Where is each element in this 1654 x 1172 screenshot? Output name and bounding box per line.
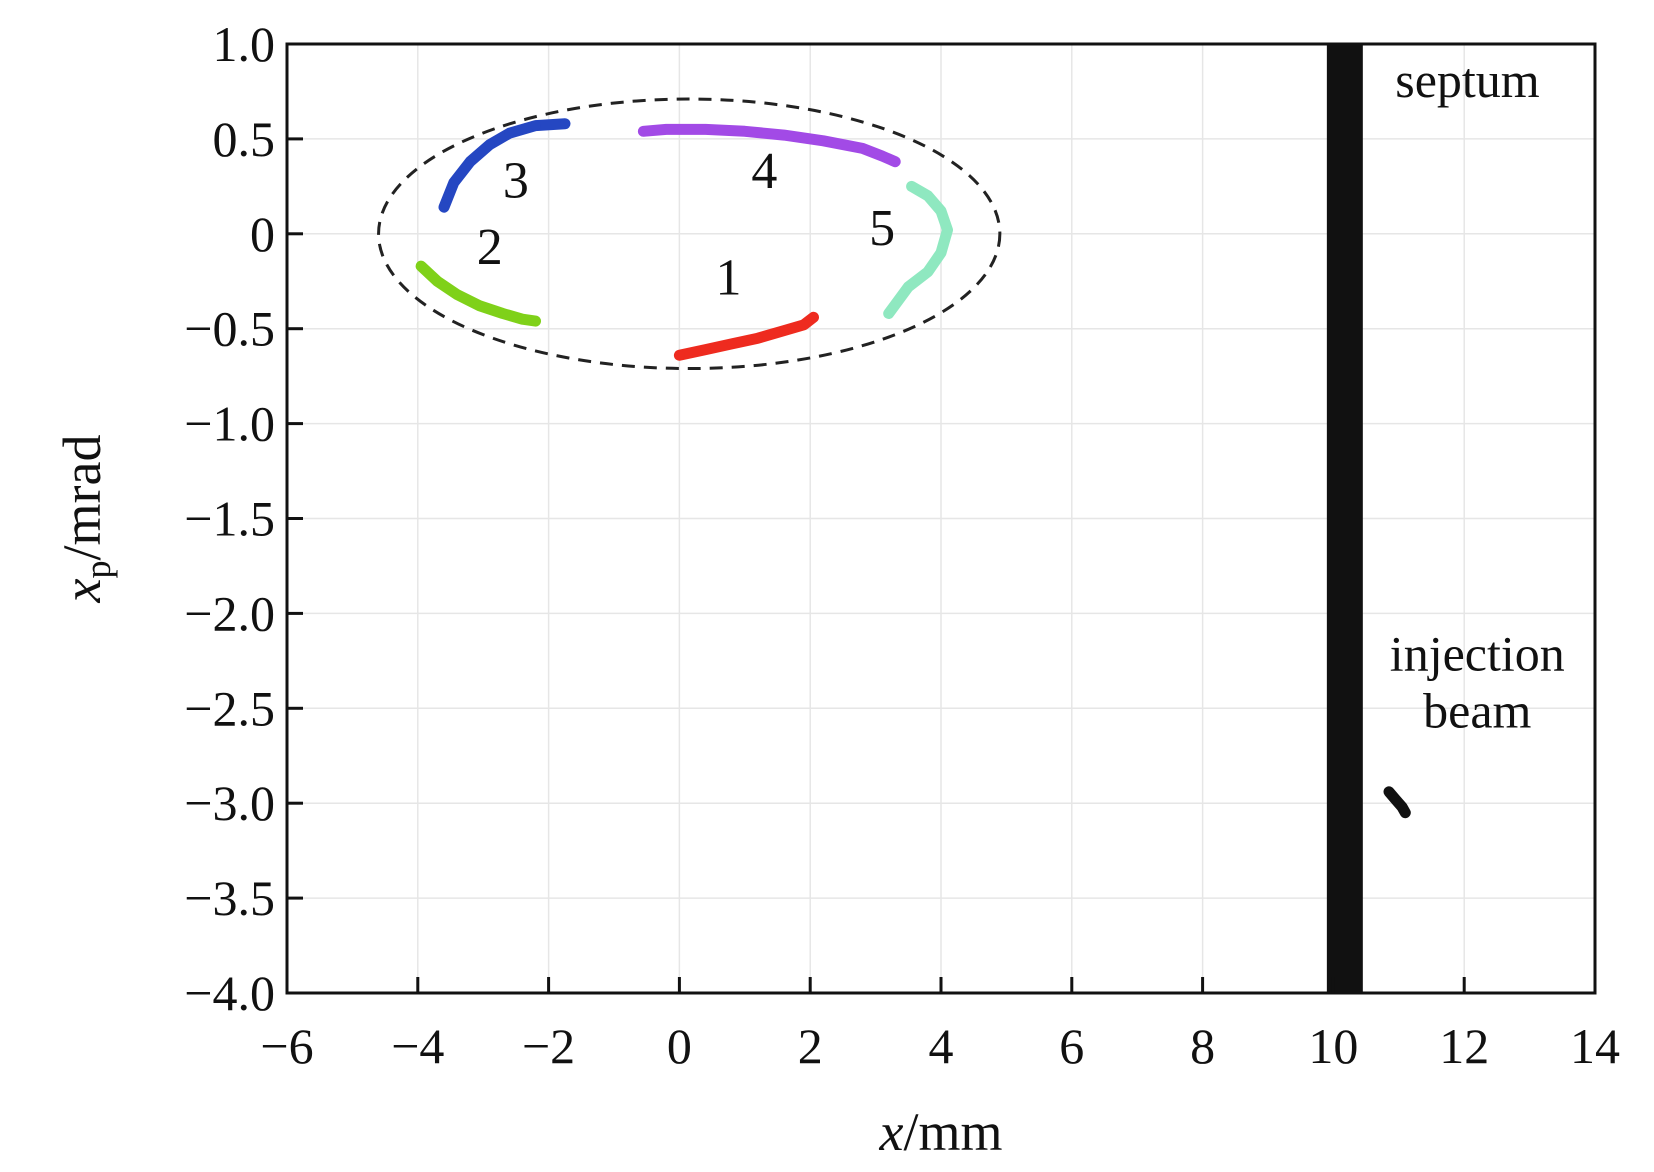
y-tick-label: −1.5 xyxy=(184,491,275,547)
data-point xyxy=(700,124,711,135)
data-point xyxy=(857,143,868,154)
series-1: 1 xyxy=(673,250,819,361)
data-point xyxy=(922,190,933,201)
data-point xyxy=(890,156,901,167)
data-point xyxy=(432,276,443,287)
series-trace xyxy=(673,311,819,361)
data-point xyxy=(1400,807,1411,818)
data-point xyxy=(883,308,894,319)
data-point xyxy=(559,118,570,129)
y-axis-unit: /mrad xyxy=(52,435,112,561)
data-point xyxy=(877,150,888,161)
turn-label: 2 xyxy=(477,219,503,276)
data-point xyxy=(448,177,459,188)
data-point xyxy=(452,289,463,300)
series-2: 2 xyxy=(415,219,541,327)
data-point xyxy=(497,308,508,319)
data-point xyxy=(798,319,809,330)
x-tick-label: 14 xyxy=(1570,1018,1620,1074)
data-point xyxy=(726,338,737,349)
x-tick-label: 0 xyxy=(667,1018,692,1074)
y-axis-subscript: p xyxy=(78,561,118,579)
annotation-2: beam xyxy=(1423,682,1531,738)
turn-label: 5 xyxy=(869,200,895,257)
series-layer: 123 45 xyxy=(415,118,1411,819)
x-tick-label: −2 xyxy=(522,1018,575,1074)
annotation-1: injection xyxy=(1390,625,1565,681)
ellipse-layer xyxy=(377,97,1002,371)
data-point xyxy=(504,128,515,139)
series-5: 5 xyxy=(869,180,953,319)
septum-bar xyxy=(1326,44,1363,993)
data-point xyxy=(906,181,917,192)
data-point xyxy=(808,312,819,323)
data-point xyxy=(465,156,476,167)
data-point xyxy=(638,126,649,137)
data-point xyxy=(936,247,946,258)
data-point xyxy=(517,314,528,325)
data-point xyxy=(922,266,933,277)
data-point xyxy=(416,261,427,272)
y-tick-label: −2.5 xyxy=(184,680,275,736)
data-point xyxy=(438,202,449,213)
data-point xyxy=(1383,786,1394,797)
x-tick-label: 4 xyxy=(929,1018,954,1074)
y-axis-label: xp/mrad xyxy=(52,435,118,604)
x-tick-label: 8 xyxy=(1190,1018,1215,1074)
data-point xyxy=(484,139,495,150)
data-point xyxy=(752,333,763,344)
data-point xyxy=(818,135,829,146)
series-3: 3 xyxy=(438,118,571,213)
septum-label: septum xyxy=(1395,52,1540,108)
x-tick-label: 2 xyxy=(798,1018,823,1074)
series-6 xyxy=(1383,786,1411,819)
x-axis-label: x/mm xyxy=(879,1102,1003,1162)
data-point xyxy=(530,316,541,327)
y-tick-label: −0.5 xyxy=(184,301,275,357)
data-point xyxy=(903,281,914,292)
y-tick-label: 0 xyxy=(250,206,275,262)
data-point xyxy=(674,350,685,361)
y-tick-label: −3.5 xyxy=(184,870,275,926)
turn-label: 1 xyxy=(715,250,741,307)
septum-layer xyxy=(1326,44,1363,993)
ticks: −6 −4 −2 0 2 4 6 8 10 12 141.00.50−0.5−1.0−1.5−2.0… xyxy=(184,16,1620,1074)
x-tick-label: 10 xyxy=(1308,1018,1358,1074)
data-point xyxy=(942,225,953,236)
x-tick-label: 6 xyxy=(1059,1018,1084,1074)
y-tick-label: −2.0 xyxy=(184,585,275,641)
data-point xyxy=(474,300,485,311)
data-point xyxy=(530,120,541,131)
data-point xyxy=(661,124,672,135)
y-axis-variable: x xyxy=(52,578,112,603)
acceptance-ellipse xyxy=(377,97,1002,371)
data-point xyxy=(700,344,711,355)
x-tick-label: −6 xyxy=(260,1018,313,1074)
x-tick-label: 12 xyxy=(1439,1018,1489,1074)
turn-label: 3 xyxy=(503,153,529,210)
y-tick-label: 1.0 xyxy=(213,16,276,72)
grid xyxy=(286,43,1596,994)
data-point xyxy=(779,325,790,336)
data-point xyxy=(779,130,790,141)
x-tick-label: −4 xyxy=(391,1018,444,1074)
y-tick-label: −1.0 xyxy=(184,396,275,452)
y-tick-label: −4.0 xyxy=(184,965,275,1021)
y-tick-label: 0.5 xyxy=(213,111,276,167)
data-point xyxy=(1390,794,1401,805)
turn-label: 4 xyxy=(751,143,777,200)
data-point xyxy=(936,206,946,217)
data-point xyxy=(739,126,750,137)
series-4: 4 xyxy=(637,123,901,200)
x-axis-variable: x xyxy=(879,1102,904,1162)
y-tick-label: −3.0 xyxy=(184,775,275,831)
